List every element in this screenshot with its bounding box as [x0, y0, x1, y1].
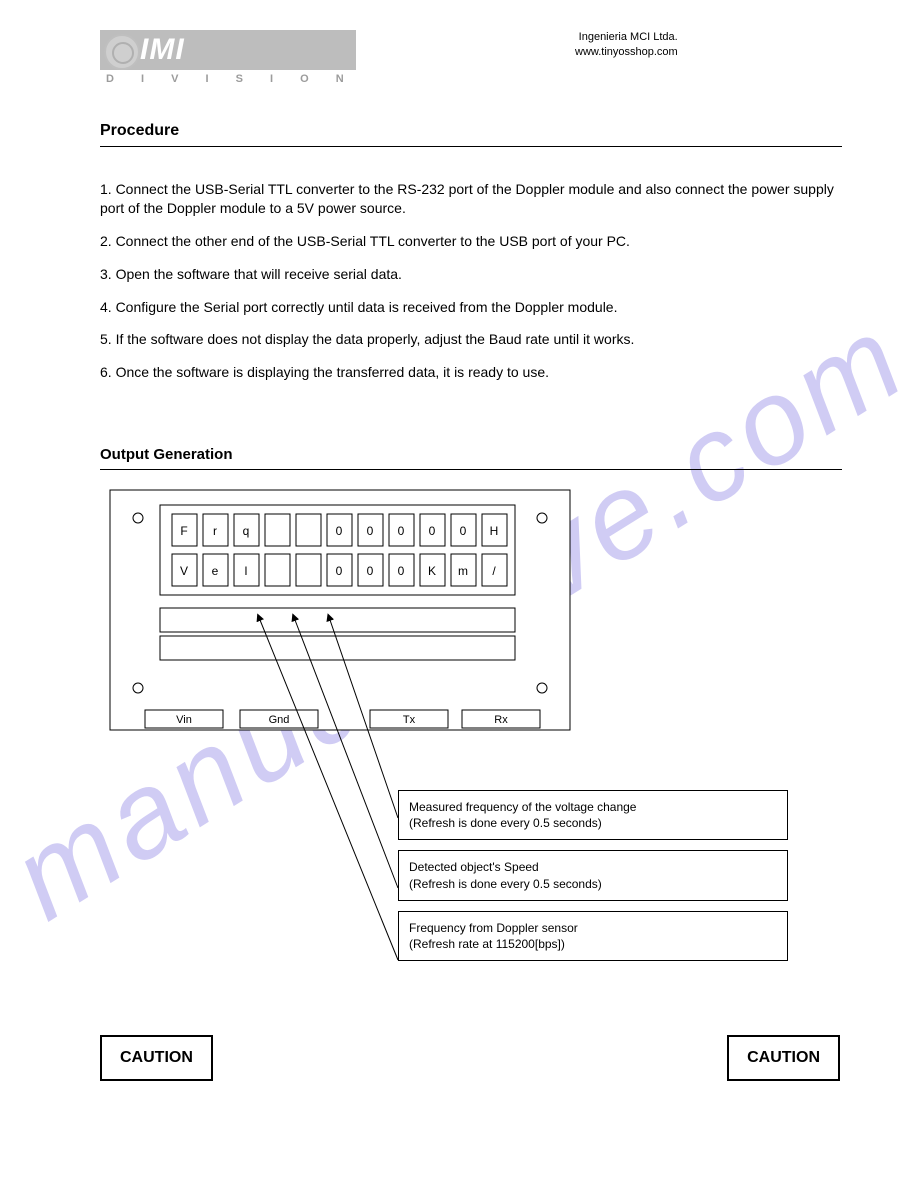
svg-text:Tx: Tx [403, 714, 416, 726]
callout-frequency: Measured frequency of the voltage change… [398, 790, 788, 840]
caution-badge-left: CAUTION [100, 1035, 213, 1081]
brand-logo: IMI D I V I S I O N [100, 30, 356, 87]
svg-text:0: 0 [398, 564, 405, 578]
svg-text:0: 0 [336, 564, 343, 578]
svg-text:0: 0 [367, 524, 374, 538]
svg-text:K: K [428, 564, 436, 578]
callout-speed-title: Detected object's Speed [409, 859, 777, 875]
step-4: 4. Configure the Serial port correctly u… [100, 298, 840, 317]
svg-text:0: 0 [398, 524, 405, 538]
company-url: www.tinyosshop.com [575, 45, 678, 60]
lcd-row-2: V e l 0 0 0 K m / [172, 554, 507, 586]
svg-text:m: m [458, 564, 468, 578]
company-header: Ingenieria MCI Ltda. www.tinyosshop.com [575, 30, 678, 60]
svg-text:V: V [180, 564, 188, 578]
step-1: 1. Connect the USB-Serial TTL converter … [100, 180, 840, 218]
svg-text:r: r [213, 524, 217, 538]
lcd-row-1: F r q 0 0 0 0 0 H [172, 514, 507, 546]
callout-frequency-sub: (Refresh is done every 0.5 seconds) [409, 815, 777, 831]
callout-speed: Detected object's Speed (Refresh is done… [398, 850, 788, 900]
svg-text:Gnd: Gnd [269, 714, 290, 726]
callout-doppler: Frequency from Doppler sensor (Refresh r… [398, 911, 788, 961]
callout-frequency-title: Measured frequency of the voltage change [409, 799, 777, 815]
svg-text:0: 0 [460, 524, 467, 538]
svg-text:H: H [490, 524, 499, 538]
svg-text:0: 0 [367, 564, 374, 578]
step-2: 2. Connect the other end of the USB-Seri… [100, 232, 840, 251]
svg-text:Vin: Vin [176, 714, 192, 726]
step-6: 6. Once the software is displaying the t… [100, 363, 840, 382]
callout-speed-sub: (Refresh is done every 0.5 seconds) [409, 876, 777, 892]
caution-row: CAUTION CAUTION [100, 1035, 840, 1081]
step-5: 5. If the software does not display the … [100, 330, 840, 349]
gear-icon [104, 34, 140, 70]
step-3: 3. Open the software that will receive s… [100, 265, 840, 284]
logo-text: IMI [140, 30, 185, 71]
section-title-procedure: Procedure [100, 120, 842, 147]
callout-doppler-sub: (Refresh rate at 115200[bps]) [409, 936, 777, 952]
company-name: Ingenieria MCI Ltda. [575, 30, 678, 45]
svg-text:l: l [245, 564, 248, 578]
procedure-steps: 1. Connect the USB-Serial TTL converter … [100, 180, 840, 396]
svg-text:F: F [180, 524, 187, 538]
caution-badge-right: CAUTION [727, 1035, 840, 1081]
svg-text:q: q [243, 524, 250, 538]
logo-subtitle: D I V I S I O N [106, 72, 356, 87]
callout-stack: Measured frequency of the voltage change… [398, 790, 788, 971]
callout-doppler-title: Frequency from Doppler sensor [409, 920, 777, 936]
svg-text:e: e [212, 564, 219, 578]
section-title-output: Output Generation [100, 445, 842, 470]
svg-text:0: 0 [429, 524, 436, 538]
svg-text:Rx: Rx [494, 714, 508, 726]
svg-text:0: 0 [336, 524, 343, 538]
